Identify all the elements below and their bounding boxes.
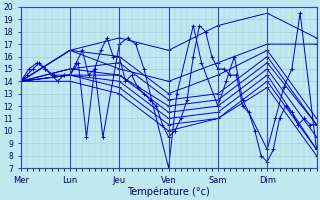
X-axis label: Température (°c): Température (°c) <box>127 186 210 197</box>
